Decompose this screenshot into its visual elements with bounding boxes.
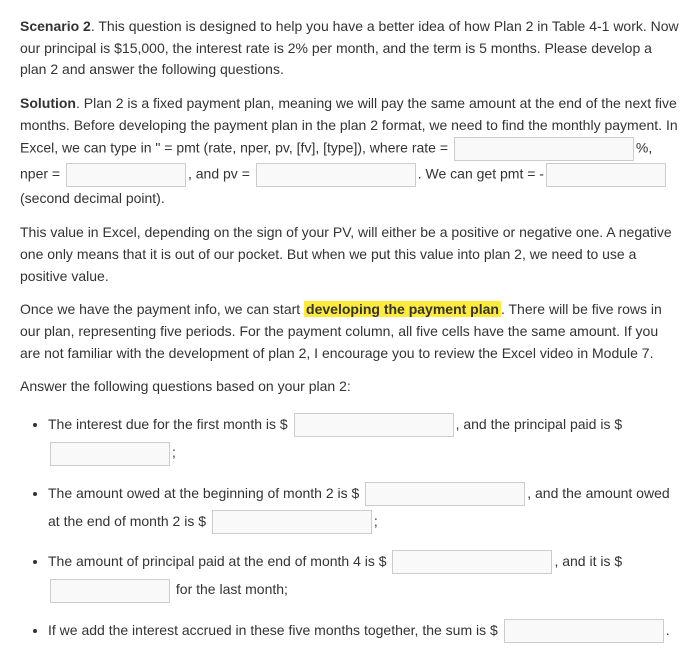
q2-end-input[interactable]	[212, 510, 372, 534]
para4a: Once we have the payment info, we can st…	[20, 301, 304, 317]
solution-paragraph: Solution. Plan 2 is a fixed payment plan…	[20, 93, 680, 210]
q1-principal-input[interactable]	[50, 442, 170, 466]
solution-label: Solution	[20, 95, 76, 111]
we-can-get-text: . We can get pmt = -	[418, 166, 544, 182]
pmt-input[interactable]	[546, 163, 666, 187]
q3-last-input[interactable]	[50, 579, 170, 603]
rate-input[interactable]	[454, 137, 634, 161]
q3-text-a: The amount of principal paid at the end …	[48, 553, 390, 569]
developing-plan-paragraph: Once we have the payment info, we can st…	[20, 299, 680, 364]
scenario-label: Scenario 2	[20, 18, 91, 34]
q4-sum-input[interactable]	[504, 619, 664, 643]
nper-input[interactable]	[66, 163, 186, 187]
question-list: The interest due for the first month is …	[20, 410, 680, 644]
q2-begin-input[interactable]	[365, 482, 525, 506]
question-3: The amount of principal paid at the end …	[48, 547, 680, 604]
q4-text-a: If we add the interest accrued in these …	[48, 622, 502, 638]
and-pv-text: , and pv =	[188, 166, 254, 182]
question-2: The amount owed at the beginning of mont…	[48, 479, 680, 536]
q2-semi: ;	[374, 513, 378, 529]
q1-interest-input[interactable]	[294, 413, 454, 437]
q3-text-b: , and it is $	[554, 553, 622, 569]
answer-following: Answer the following questions based on …	[20, 376, 680, 398]
q3-month4-input[interactable]	[392, 550, 552, 574]
q1-text-a: The interest due for the first month is …	[48, 416, 292, 432]
q2-text-a: The amount owed at the beginning of mont…	[48, 485, 363, 501]
question-1: The interest due for the first month is …	[48, 410, 680, 467]
q1-semi: ;	[172, 444, 176, 460]
pv-input[interactable]	[256, 163, 416, 187]
q4-dot: .	[666, 622, 670, 638]
q1-text-b: , and the principal paid is $	[456, 416, 623, 432]
scenario-text: . This question is designed to help you …	[20, 18, 679, 77]
second-decimal-text: (second decimal point).	[20, 190, 165, 206]
pv-sign-paragraph: This value in Excel, depending on the si…	[20, 222, 680, 287]
q3-text-c: for the last month;	[172, 581, 288, 597]
highlight-text: developing the payment plan	[304, 301, 501, 317]
question-4: If we add the interest accrued in these …	[48, 616, 680, 644]
scenario-paragraph: Scenario 2. This question is designed to…	[20, 16, 680, 81]
